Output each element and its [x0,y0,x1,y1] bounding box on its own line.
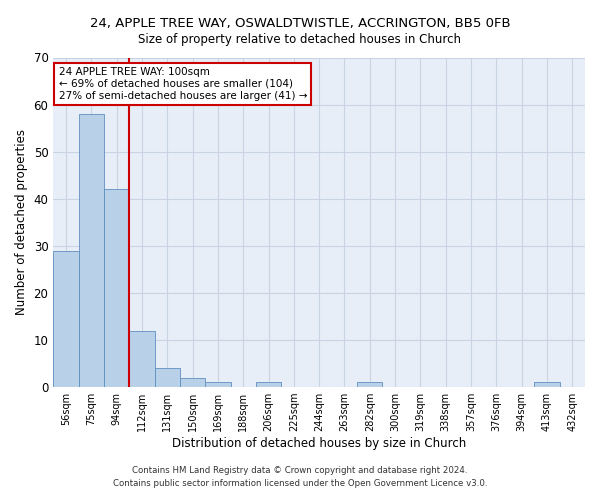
Text: 24, APPLE TREE WAY, OSWALDTWISTLE, ACCRINGTON, BB5 0FB: 24, APPLE TREE WAY, OSWALDTWISTLE, ACCRI… [89,18,511,30]
Text: Contains HM Land Registry data © Crown copyright and database right 2024.
Contai: Contains HM Land Registry data © Crown c… [113,466,487,487]
Bar [180,378,205,387]
Bar [205,382,230,387]
Bar [155,368,180,387]
Bar [129,330,155,387]
Text: 24 APPLE TREE WAY: 100sqm
← 69% of detached houses are smaller (104)
27% of semi: 24 APPLE TREE WAY: 100sqm ← 69% of detac… [59,68,307,100]
X-axis label: Distribution of detached houses by size in Church: Distribution of detached houses by size … [172,437,466,450]
Bar [256,382,281,387]
Bar [53,250,79,387]
Y-axis label: Number of detached properties: Number of detached properties [15,130,28,316]
Bar [535,382,560,387]
Bar [104,190,129,387]
Bar [357,382,382,387]
Bar [79,114,104,387]
Text: Size of property relative to detached houses in Church: Size of property relative to detached ho… [139,32,461,46]
